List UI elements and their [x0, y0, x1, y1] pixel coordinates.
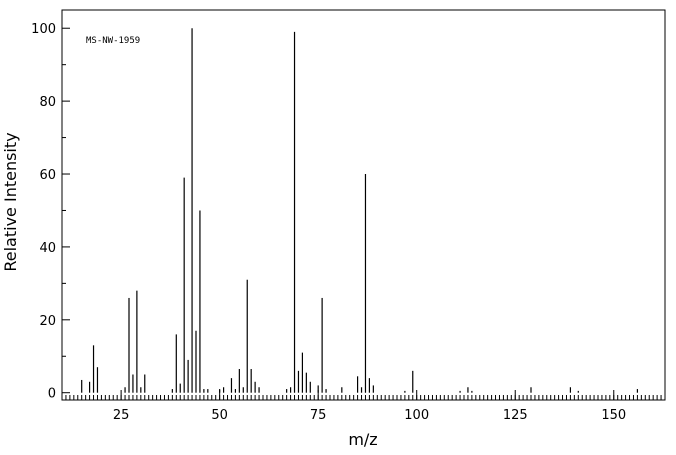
plot-frame [61, 9, 666, 401]
y-tick-label: 20 [39, 314, 56, 329]
y-tick-label: 60 [39, 168, 56, 183]
y-tick-label: 80 [39, 95, 56, 110]
x-tick-label: 100 [404, 408, 429, 423]
x-tick-label: 75 [310, 408, 327, 423]
y-tick-label: 40 [39, 241, 56, 256]
x-tick-label: 50 [211, 408, 228, 423]
annotation: MS-NW-1959 [86, 36, 140, 46]
x-tick-label: 25 [113, 408, 130, 423]
y-tick-label: 0 [48, 387, 56, 402]
x-tick-label: 125 [503, 408, 528, 423]
x-tick-label: 150 [601, 408, 626, 423]
y-axis-label: Relative Intensity [1, 132, 20, 271]
y-tick-label: 100 [31, 22, 56, 37]
x-axis-label: m/z [348, 430, 377, 449]
